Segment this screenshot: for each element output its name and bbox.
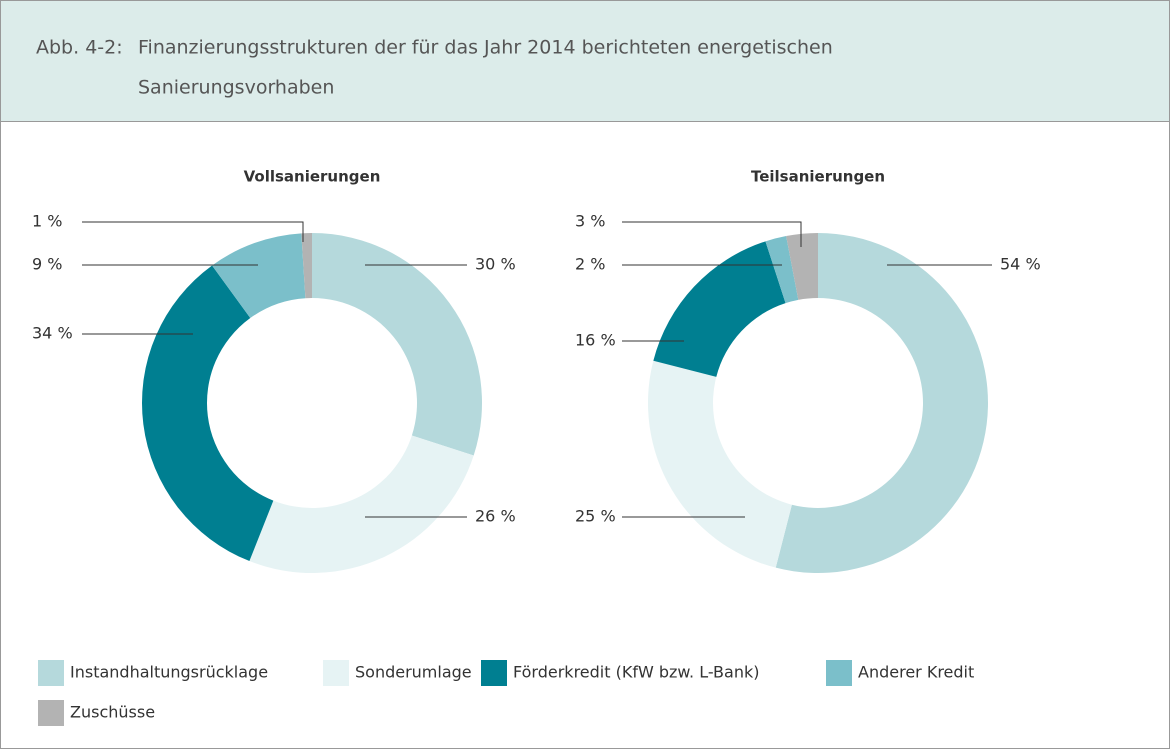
header-band <box>0 0 1170 122</box>
donut-slice <box>786 233 818 300</box>
donut-slice <box>212 233 306 319</box>
figure-title: Finanzierungsstrukturen der für das Jahr… <box>138 37 833 59</box>
legend-label: Sonderumlage <box>355 663 472 682</box>
donut-slice <box>653 241 786 377</box>
legend-swatch <box>38 700 64 726</box>
donut-slice <box>648 360 792 568</box>
value-label: 1 % <box>32 212 62 231</box>
value-label: 26 % <box>475 507 516 526</box>
value-label: 3 % <box>575 212 605 231</box>
legend-swatch <box>38 660 64 686</box>
legend-label: Anderer Kredit <box>858 663 974 682</box>
figure-label: Abb. 4-2: <box>36 37 123 59</box>
value-label: 54 % <box>1000 255 1041 274</box>
leader-line <box>622 221 802 247</box>
value-label: 2 % <box>575 255 605 274</box>
donut-slice <box>141 265 274 562</box>
legend-swatch <box>481 660 507 686</box>
donut-slice <box>249 435 474 573</box>
value-label: 30 % <box>475 255 516 274</box>
legend-swatch <box>826 660 852 686</box>
value-label: 9 % <box>32 255 62 274</box>
value-label: 34 % <box>32 324 73 343</box>
value-label: 25 % <box>575 507 616 526</box>
chart-title: Teilsanierungen <box>751 168 885 186</box>
leader-line <box>82 221 304 242</box>
value-label: 16 % <box>575 331 616 350</box>
legend-label: Instandhaltungsrücklage <box>70 663 268 682</box>
figure-title: Sanierungsvorhaben <box>138 77 334 99</box>
donut-slice <box>765 236 799 304</box>
donut-slice <box>775 233 989 573</box>
chart-title: Vollsanierungen <box>244 168 381 186</box>
legend-label: Zuschüsse <box>70 703 155 722</box>
legend-label: Förderkredit (KfW bzw. L-Bank) <box>513 663 759 682</box>
donut-slice <box>301 233 312 299</box>
legend-swatch <box>323 660 349 686</box>
donut-slice <box>312 233 482 456</box>
